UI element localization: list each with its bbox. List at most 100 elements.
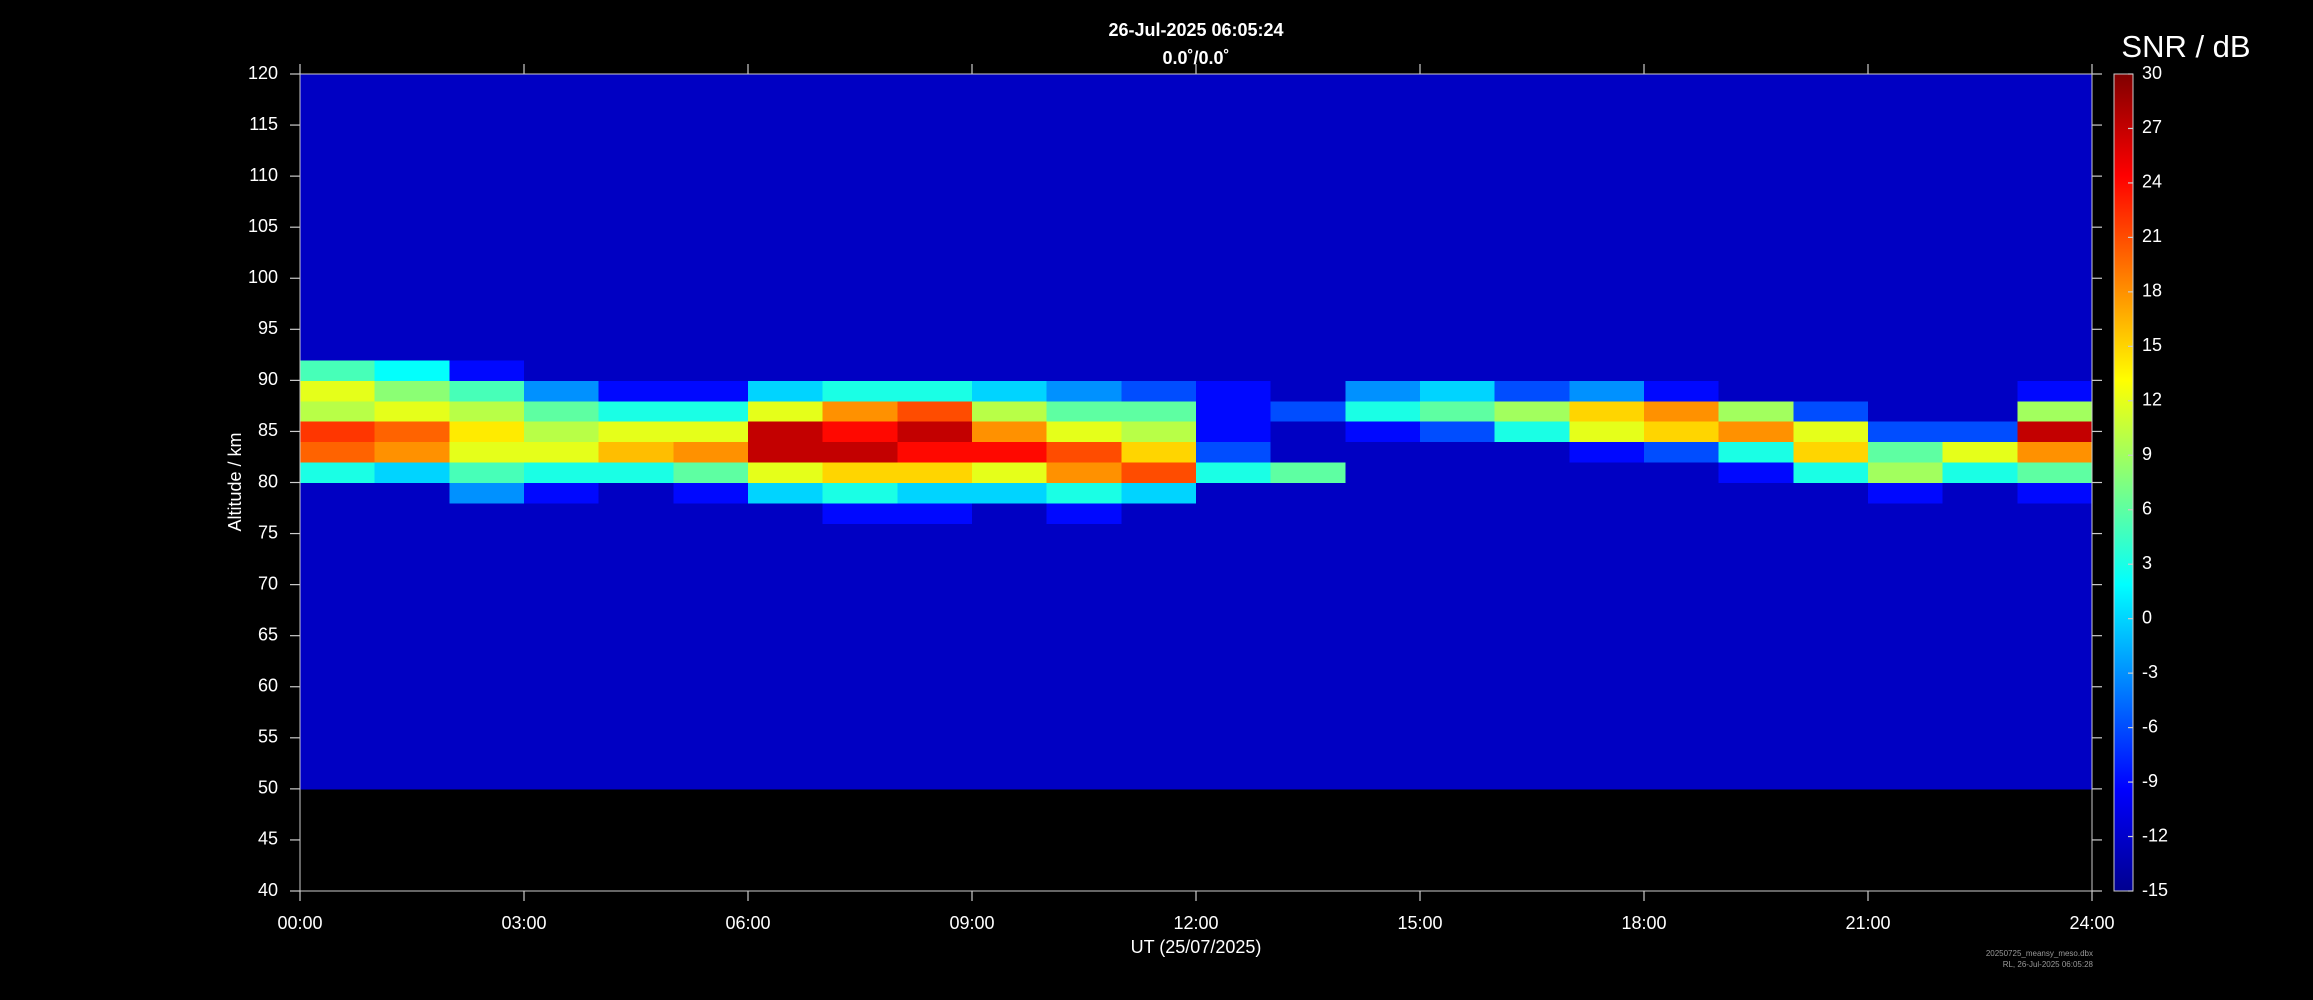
heatmap-cell	[1793, 523, 1869, 790]
heatmap-cell	[1644, 421, 1720, 443]
heatmap-cell	[1196, 441, 1272, 463]
heatmap-cell	[1494, 421, 1570, 443]
heatmap-cell	[1420, 462, 1496, 483]
x-tick-label: 12:00	[1173, 913, 1218, 933]
heatmap-cell	[1793, 462, 1869, 483]
heatmap-cell	[1046, 400, 1122, 422]
heatmap-cell	[1494, 400, 1570, 422]
heatmap-cell	[972, 421, 1048, 443]
heatmap-cell	[1196, 74, 1272, 361]
heatmap-cell	[374, 482, 450, 504]
heatmap-cell	[1196, 359, 1272, 381]
heatmap-cell	[1270, 502, 1346, 524]
footnote: RL, 26-Jul-2025 06:05:28	[2003, 960, 2094, 969]
heatmap-cell	[449, 74, 525, 361]
y-tick-label: 100	[248, 267, 278, 287]
x-tick-label: 24:00	[2069, 913, 2114, 933]
heatmap-cell	[1046, 523, 1122, 790]
colorbar-tick-label: 0	[2142, 607, 2152, 627]
heatmap-cell	[1420, 502, 1496, 524]
heatmap-cell	[300, 421, 376, 443]
heatmap-cell	[822, 523, 898, 790]
heatmap-cell	[1569, 380, 1645, 402]
heatmap-cell	[1644, 380, 1720, 402]
heatmap-cell	[1121, 441, 1197, 463]
y-tick-label: 90	[258, 369, 278, 389]
y-tick-label: 95	[258, 318, 278, 338]
heatmap-cell	[1494, 462, 1570, 483]
heatmap-cell	[1046, 482, 1122, 504]
heatmap-cell	[1569, 421, 1645, 443]
heatmap-cell	[748, 502, 824, 524]
heatmap-cell	[374, 441, 450, 463]
heatmap-cell	[1420, 523, 1496, 790]
heatmap-cell	[2017, 502, 2093, 524]
heatmap-cell	[524, 523, 600, 790]
heatmap-cell	[1644, 74, 1720, 361]
heatmap-cell	[524, 441, 600, 463]
heatmap-cell	[1718, 462, 1794, 483]
heatmap-cell	[822, 482, 898, 504]
heatmap-cell	[374, 421, 450, 443]
heatmap-cell	[300, 359, 376, 381]
heatmap-cell	[1793, 441, 1869, 463]
heatmap-cell	[897, 523, 973, 790]
heatmap-cell	[822, 502, 898, 524]
heatmap-cell	[1718, 482, 1794, 504]
heatmap-cell	[1494, 380, 1570, 402]
heatmap-cell	[748, 74, 824, 361]
heatmap-cell	[673, 359, 749, 381]
heatmap-cell	[1046, 462, 1122, 483]
heatmap-cell	[1121, 380, 1197, 402]
heatmap-cell	[1046, 380, 1122, 402]
heatmap-cell	[1046, 74, 1122, 361]
heatmap-cell	[897, 421, 973, 443]
heatmap-cell	[598, 462, 674, 483]
heatmap-cell	[1793, 482, 1869, 504]
heatmap-cell	[1569, 74, 1645, 361]
x-tick-label: 18:00	[1621, 913, 1666, 933]
heatmap-cell	[748, 400, 824, 422]
heatmap	[300, 74, 2093, 790]
heatmap-cell	[1793, 421, 1869, 443]
heatmap-cell	[524, 359, 600, 381]
y-tick-label: 65	[258, 624, 278, 644]
heatmap-cell	[300, 400, 376, 422]
y-axis-label: Altitude / km	[225, 432, 245, 531]
heatmap-cell	[1196, 380, 1272, 402]
heatmap-cell	[1569, 462, 1645, 483]
heatmap-cell	[1494, 74, 1570, 361]
heatmap-cell	[673, 502, 749, 524]
heatmap-cell	[897, 482, 973, 504]
axes: 4045505560657075808590951001051101151200…	[248, 63, 2168, 933]
heatmap-cell	[1942, 400, 2018, 422]
x-tick-label: 21:00	[1845, 913, 1890, 933]
heatmap-cell	[1942, 421, 2018, 443]
colorbar	[2113, 73, 2134, 892]
heatmap-cell	[748, 359, 824, 381]
heatmap-cell	[1942, 523, 2018, 790]
y-tick-label: 75	[258, 522, 278, 542]
heatmap-cell	[524, 421, 600, 443]
heatmap-cell	[1420, 482, 1496, 504]
heatmap-cell	[374, 380, 450, 402]
heatmap-cell	[2017, 441, 2093, 463]
heatmap-cell	[300, 502, 376, 524]
heatmap-cell	[1121, 523, 1197, 790]
heatmap-cell	[1270, 482, 1346, 504]
heatmap-cell	[1121, 400, 1197, 422]
heatmap-cell	[1569, 359, 1645, 381]
heatmap-cell	[598, 523, 674, 790]
heatmap-cell	[1942, 441, 2018, 463]
heatmap-cell	[748, 380, 824, 402]
heatmap-cell	[1270, 523, 1346, 790]
heatmap-cell	[2017, 462, 2093, 483]
heatmap-cell	[1420, 400, 1496, 422]
heatmap-cell	[374, 400, 450, 422]
heatmap-cell	[598, 441, 674, 463]
y-tick-label: 115	[249, 114, 278, 134]
heatmap-cell	[449, 400, 525, 422]
colorbar-label: SNR / dB	[2121, 29, 2250, 64]
heatmap-cell	[1868, 482, 1944, 504]
heatmap-cell	[822, 441, 898, 463]
